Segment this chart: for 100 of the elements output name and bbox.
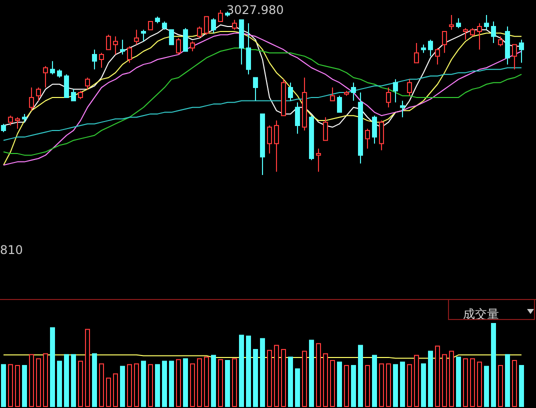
- bar: [141, 360, 146, 407]
- bar: [22, 365, 27, 407]
- candlestick: [148, 21, 153, 30]
- bar: [456, 356, 461, 407]
- candlestick: [183, 28, 188, 52]
- bar: [120, 366, 125, 407]
- bar: [505, 354, 510, 407]
- bar: [484, 366, 489, 407]
- bar: [85, 328, 90, 407]
- candlestick: [400, 100, 405, 118]
- bar: [246, 336, 251, 407]
- candlestick: [323, 116, 328, 141]
- bar: [92, 353, 97, 407]
- candlestick: [85, 77, 90, 90]
- bar: [260, 338, 265, 407]
- candlestick: [204, 16, 209, 36]
- bar: [330, 360, 335, 407]
- candlestick: [169, 29, 174, 46]
- bar: [106, 378, 111, 407]
- candlestick: [281, 78, 286, 116]
- candlestick: [512, 44, 517, 70]
- candlestick: [309, 115, 314, 161]
- bar: [253, 349, 258, 407]
- candlestick: [71, 88, 76, 102]
- candlestick: [260, 113, 265, 176]
- candlestick: [246, 22, 251, 75]
- bar: [351, 365, 356, 407]
- bar: [274, 344, 279, 407]
- bar: [442, 354, 447, 407]
- candlestick: [414, 42, 419, 64]
- candlestick: [92, 49, 97, 70]
- bar: [162, 360, 167, 407]
- candlestick: [113, 36, 118, 56]
- bar: [113, 373, 118, 407]
- bar: [512, 360, 517, 407]
- bar: [288, 356, 293, 407]
- candlestick: [435, 47, 440, 65]
- candlestick: [302, 77, 307, 131]
- candlestick: [274, 120, 279, 172]
- bar: [57, 360, 62, 407]
- candlestick: [134, 29, 139, 46]
- bar: [302, 350, 307, 407]
- candlestick: [386, 87, 391, 108]
- candlestick: [295, 102, 300, 134]
- bar: [295, 368, 300, 407]
- candlestick: [197, 26, 202, 39]
- candlestick: [8, 115, 13, 126]
- candlestick: [351, 82, 356, 102]
- candlestick: [211, 18, 216, 34]
- bar: [148, 364, 153, 407]
- candlestick: [162, 21, 167, 30]
- bar: [29, 354, 34, 407]
- bar: [414, 354, 419, 407]
- bar: [155, 364, 160, 407]
- candlestick: [176, 38, 181, 56]
- candlestick: [449, 14, 454, 30]
- bar: [491, 323, 496, 407]
- candlestick: [330, 87, 335, 102]
- bar: [435, 346, 440, 407]
- candlestick: [57, 68, 62, 78]
- candlestick: [442, 30, 447, 54]
- bar: [204, 356, 209, 407]
- bar: [267, 350, 272, 407]
- bar: [365, 365, 370, 407]
- bar: [232, 358, 237, 407]
- candlestick: [155, 16, 160, 24]
- bar: [169, 360, 174, 407]
- candlestick: [463, 28, 468, 40]
- candlestick: [43, 66, 48, 88]
- bar: [64, 354, 69, 407]
- bar: [197, 358, 202, 407]
- bar: [372, 354, 377, 407]
- bar: [337, 362, 342, 407]
- candlestick: [78, 90, 83, 100]
- bar: [225, 360, 230, 407]
- candlestick: [428, 39, 433, 57]
- bar: [78, 360, 83, 407]
- candlestick: [267, 125, 272, 154]
- bar: [239, 334, 244, 407]
- bar: [358, 344, 363, 407]
- bar: [1, 364, 6, 407]
- candlestick: [498, 36, 503, 47]
- candlestick: [99, 52, 104, 68]
- candlestick: [484, 14, 489, 30]
- bar: [281, 349, 286, 407]
- bar: [323, 353, 328, 407]
- candlestick: [316, 148, 321, 172]
- candlestick: [477, 22, 482, 50]
- candlestick: [491, 21, 496, 44]
- candlestick: [421, 44, 426, 54]
- bar: [470, 358, 475, 407]
- candlestick: [456, 18, 461, 29]
- bar: [477, 362, 482, 407]
- candlestick: [36, 87, 41, 102]
- candlestick: [15, 116, 20, 130]
- candlestick: [120, 39, 125, 56]
- bar: [449, 350, 454, 407]
- candlestick: [372, 115, 377, 144]
- candlestick: [407, 78, 412, 96]
- candlestick: [379, 120, 384, 151]
